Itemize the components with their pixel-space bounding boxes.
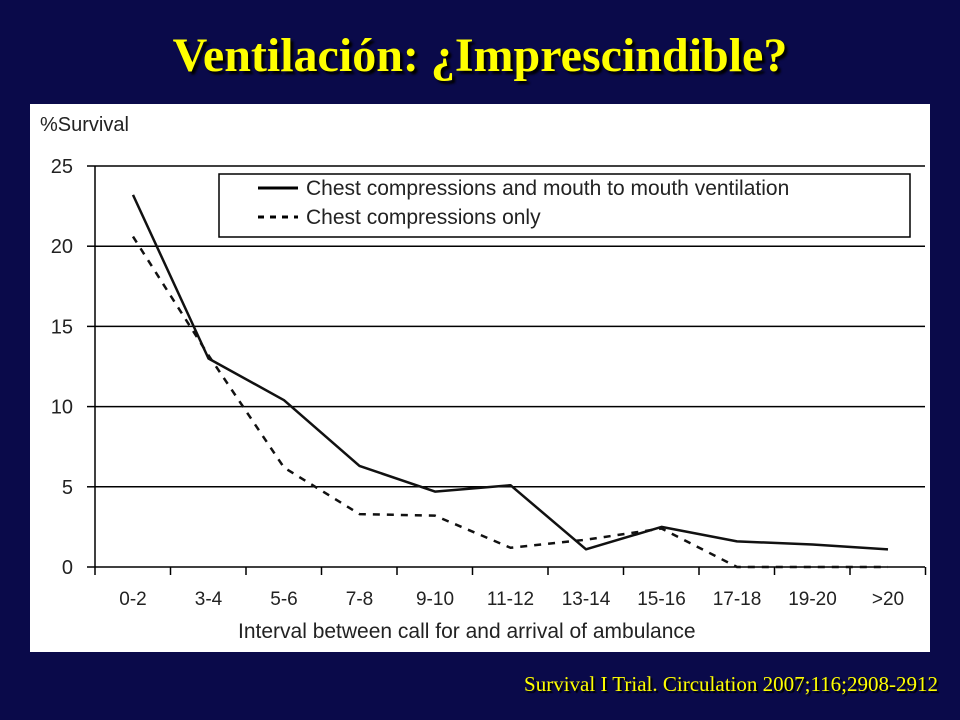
series-line-compressions-only [131, 235, 888, 569]
slide-title: Ventilación: ¿Imprescindible? [172, 29, 788, 82]
legend-box [218, 173, 911, 238]
x-tick-label: 17-18 [713, 589, 762, 610]
series-lines [131, 194, 889, 569]
legend: Chest compressions and mouth to mouth ve… [218, 173, 911, 238]
x-tick-label: 15-16 [637, 589, 686, 610]
y-tick-label: 20 [51, 236, 73, 258]
legend-label-ventilation: Chest compressions and mouth to mouth ve… [306, 177, 789, 200]
x-tick-label: 5-6 [270, 589, 297, 610]
y-tick-label: 10 [51, 397, 73, 419]
citation: Survival I Trial. Circulation 2007;116;2… [524, 672, 938, 696]
x-tick-label: 13-14 [562, 589, 611, 610]
x-tick-label: 11-12 [487, 589, 534, 610]
x-tick-label: 19-20 [788, 589, 837, 610]
legend-label-compressions-only: Chest compressions only [306, 206, 541, 229]
line-chart: 0 5 10 15 20 25 0-2 3-4 5-6 7-8 9-10 11-12 13-14 15-1… [40, 114, 927, 643]
x-tick-label: 3-4 [195, 589, 223, 610]
y-tick-label: 25 [51, 156, 73, 178]
x-tick-label: 0-2 [119, 589, 146, 610]
series-line-ventilation [131, 194, 889, 551]
y-tick-label: 15 [51, 316, 73, 338]
x-tick-label: 7-8 [346, 589, 373, 610]
x-axis-label: Interval between call for and arrival of… [238, 620, 696, 643]
tick-labels: 0 5 10 15 20 25 0-2 3-4 5-6 7-8 9-10 11-12 13-14 15-1… [51, 156, 904, 610]
gridlines [95, 165, 925, 488]
x-tick-label: >20 [872, 589, 904, 610]
x-tick-label: 9-10 [416, 589, 454, 610]
chart-panel: 0 5 10 15 20 25 0-2 3-4 5-6 7-8 9-10 11-12 13-14 15-1… [30, 104, 930, 652]
axes [87, 165, 927, 575]
y-tick-label: 5 [62, 477, 73, 499]
y-tick-label: 0 [62, 557, 73, 579]
y-axis-label: %Survival [40, 114, 129, 136]
